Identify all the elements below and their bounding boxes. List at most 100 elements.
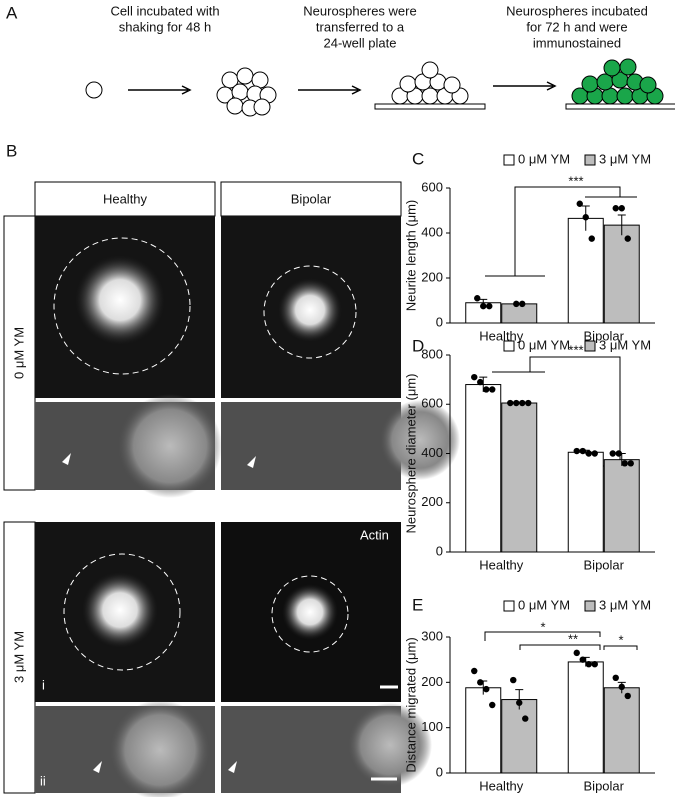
inset-label: i	[42, 677, 45, 692]
panel-label: C	[412, 149, 424, 168]
legend-label: 0 μM YM	[518, 337, 570, 352]
data-point	[585, 661, 592, 668]
data-point	[591, 661, 598, 668]
data-point	[612, 205, 619, 212]
y-tick-label: 0	[436, 543, 443, 558]
panel-label: A	[6, 3, 18, 22]
bar	[465, 687, 502, 774]
column-label: Healthy	[103, 191, 148, 206]
panel-label: D	[412, 336, 424, 355]
x-tick-label: Healthy	[479, 778, 524, 793]
data-point	[525, 399, 532, 407]
data-point	[480, 302, 487, 310]
data-point	[579, 447, 586, 455]
data-point	[624, 692, 631, 700]
x-tick-label: Bipolar	[584, 328, 625, 343]
data-point	[522, 715, 529, 722]
panel-label: B	[6, 141, 17, 160]
y-tick-label: 0	[436, 314, 443, 329]
bar	[567, 451, 604, 553]
data-point	[591, 450, 598, 457]
data-point	[618, 683, 625, 691]
data-point	[474, 295, 481, 302]
step-caption: for 72 h and were	[526, 19, 627, 34]
data-point	[486, 302, 493, 310]
y-tick-label: 200	[421, 269, 443, 284]
data-point	[513, 300, 520, 308]
x-tick-label: Bipolar	[584, 778, 625, 793]
row-label: 0 μM YM	[11, 327, 26, 379]
data-point	[615, 450, 622, 457]
y-tick-label: 200	[421, 494, 443, 509]
schematic	[85, 58, 675, 117]
data-point	[510, 676, 517, 684]
x-tick-label: Healthy	[479, 557, 524, 572]
bar	[501, 699, 538, 774]
data-point	[582, 214, 589, 221]
data-point	[588, 235, 595, 242]
significance: *	[618, 632, 623, 647]
data-point	[609, 450, 616, 457]
error-bar	[617, 214, 626, 236]
bar	[603, 687, 640, 774]
y-tick-label: 400	[421, 445, 443, 460]
y-tick-label: 800	[421, 346, 443, 361]
data-point	[507, 399, 514, 407]
data-point	[483, 685, 490, 693]
data-point	[573, 649, 580, 657]
significance: ***	[568, 342, 583, 357]
data-point	[477, 679, 484, 686]
panel-label: E	[412, 595, 423, 614]
legend-label: 3 μM YM	[599, 597, 651, 612]
data-point	[519, 399, 526, 407]
data-point	[489, 701, 496, 709]
y-tick-label: 300	[421, 628, 443, 643]
legend-swatch	[503, 340, 515, 352]
bar	[501, 303, 538, 324]
data-point	[579, 656, 586, 663]
data-point	[624, 235, 631, 242]
data-point	[519, 300, 526, 308]
legend-swatch	[584, 340, 596, 352]
data-point	[621, 460, 628, 467]
x-tick-label: Healthy	[479, 328, 524, 343]
legend-swatch	[503, 600, 515, 612]
y-tick-label: 200	[421, 674, 443, 689]
step-caption: transferred to a	[316, 19, 405, 34]
data-point	[483, 386, 490, 393]
row-label: 3 μM YM	[11, 631, 26, 683]
data-point	[618, 205, 625, 212]
data-point	[471, 667, 478, 675]
inset-label: ii	[40, 773, 46, 788]
data-point	[489, 386, 496, 393]
data-point	[573, 447, 580, 455]
y-tick-label: 400	[421, 224, 443, 239]
y-axis-label: Neurosphere diameter (μm)	[403, 374, 418, 534]
data-point	[612, 674, 619, 681]
step-caption: Neurospheres incubated	[506, 3, 648, 18]
significance: **	[568, 631, 578, 646]
step-caption: Cell incubated with	[110, 3, 219, 18]
x-tick-label: Bipolar	[584, 557, 625, 572]
bar	[603, 224, 640, 324]
step-caption: shaking for 48 h	[119, 19, 212, 34]
micrographs: Healthy Bipolar 0 μM YM 3 μM YM Actin i …	[3, 181, 460, 800]
step-caption: Neurospheres were	[303, 3, 416, 18]
y-axis-label: Neurite length (μm)	[403, 200, 418, 312]
y-tick-label: 0	[436, 764, 443, 779]
data-point	[576, 200, 583, 207]
bar	[567, 217, 604, 324]
bar	[603, 459, 640, 553]
column-label: Bipolar	[291, 191, 332, 206]
data-point	[627, 460, 634, 467]
legend-swatch	[584, 154, 596, 166]
significance: *	[540, 619, 545, 634]
step-caption: 24-well plate	[324, 35, 397, 50]
step-caption: immunostained	[533, 35, 621, 50]
data-point	[477, 378, 484, 386]
significance: ***	[568, 173, 583, 188]
legend-label: 3 μM YM	[599, 151, 651, 166]
legend-label: 0 μM YM	[518, 151, 570, 166]
